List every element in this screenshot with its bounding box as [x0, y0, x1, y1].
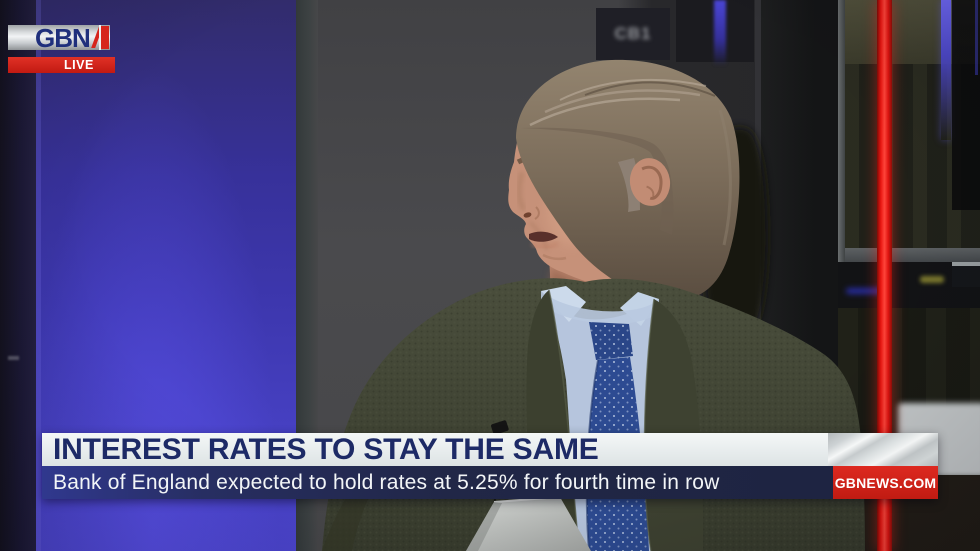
desk-blue-glint [846, 288, 888, 294]
headline-silver-cap [828, 433, 938, 466]
subheadline-bar: Bank of England expected to hold rates a… [42, 466, 938, 499]
website-badge-label: GBNEWS.COM [834, 474, 937, 491]
lower-third: INTEREST RATES TO STAY THE SAME Bank of … [42, 433, 938, 499]
wall-seam [296, 0, 318, 551]
gbn-logo-gap [99, 25, 101, 50]
live-badge-label: LIVE [64, 58, 94, 72]
headline-bar: INTEREST RATES TO STAY THE SAME [42, 433, 938, 466]
live-badge: LIVE [8, 57, 115, 73]
gbn-logo-text: GBN [35, 22, 91, 53]
headline-text: INTEREST RATES TO STAY THE SAME [53, 432, 599, 466]
desk-monitor [952, 262, 980, 287]
red-led-strip [877, 0, 892, 551]
background-screen-text: CB1 [614, 24, 652, 43]
violet-led-strip [941, 0, 951, 140]
lapel-mic [491, 420, 509, 435]
background-monitor: CB1 [596, 8, 670, 60]
gbn-logo: GBN [8, 22, 110, 53]
laptop [466, 496, 591, 551]
website-badge: GBNEWS.COM [833, 466, 938, 499]
left-strip-highlight [8, 356, 19, 360]
corner-blue-line [975, 0, 978, 75]
glass-frame-edge [838, 0, 845, 330]
guest-ear [629, 158, 671, 206]
blue-light-strip [714, 0, 726, 66]
subheadline-text: Bank of England expected to hold rates a… [53, 470, 720, 494]
desk-glint [920, 276, 944, 283]
gbn-logo-red-bar [101, 26, 109, 49]
guest-hair [516, 59, 740, 301]
left-dark-strip [0, 0, 36, 551]
